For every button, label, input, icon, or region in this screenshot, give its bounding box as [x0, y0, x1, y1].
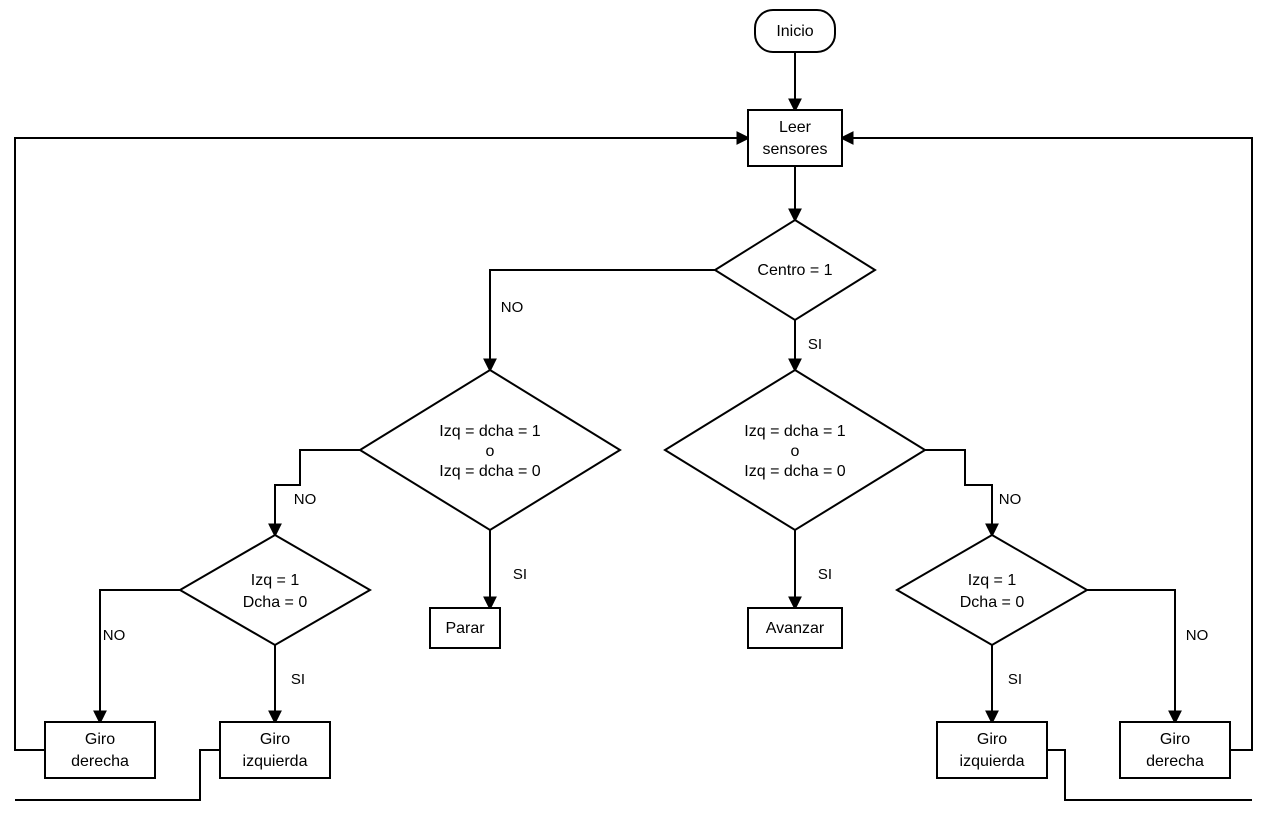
- edge-label-3: NO: [501, 299, 524, 316]
- edge-label-6: SI: [818, 566, 832, 583]
- svg-text:Avanzar: Avanzar: [766, 620, 825, 637]
- svg-text:o: o: [791, 443, 800, 460]
- node-giro_der_r: Giro derecha: [1120, 722, 1230, 778]
- edge-5: [275, 450, 360, 535]
- edge-9: [100, 590, 180, 722]
- node-avanzar: Avanzar: [748, 608, 842, 648]
- node-giro_der_l: Giro derecha: [45, 722, 155, 778]
- svg-text:Izq = dcha = 1: Izq = dcha = 1: [439, 423, 541, 440]
- svg-text:Inicio: Inicio: [776, 23, 813, 40]
- node-d_left2: Izq = 1 Dcha = 0: [180, 535, 370, 645]
- node-giro_izq_l: Giro izquierda: [220, 722, 330, 778]
- node-inicio: Inicio: [755, 10, 835, 52]
- edge-3: [490, 270, 715, 370]
- svg-text:Izq = dcha = 0: Izq = dcha = 0: [439, 463, 541, 480]
- edge-label-5: NO: [294, 491, 317, 508]
- node-parar: Parar: [430, 608, 500, 648]
- svg-text:Leer: Leer: [779, 119, 812, 136]
- svg-text:Giro: Giro: [977, 731, 1007, 748]
- node-leer: Leer sensores: [748, 110, 842, 166]
- nodes-layer: Inicio Leer sensores Centro = 1 Izq = dcha =…: [45, 10, 1230, 778]
- edge-7: [925, 450, 992, 535]
- svg-text:derecha: derecha: [71, 753, 129, 770]
- node-centro: Centro = 1: [715, 220, 875, 320]
- node-d_left: Izq = dcha = 1 o Izq = dcha = 0: [360, 370, 620, 530]
- svg-text:Izq = 1: Izq = 1: [968, 572, 1017, 589]
- edge-label-9: NO: [103, 627, 126, 644]
- svg-text:Izq = dcha = 1: Izq = dcha = 1: [744, 423, 846, 440]
- svg-text:sensores: sensores: [763, 141, 828, 158]
- svg-text:Izq = dcha = 0: Izq = dcha = 0: [744, 463, 846, 480]
- svg-text:izquierda: izquierda: [243, 753, 308, 770]
- edge-label-2: SI: [808, 336, 822, 353]
- svg-text:Centro = 1: Centro = 1: [757, 262, 832, 279]
- svg-text:Parar: Parar: [445, 620, 485, 637]
- flowchart-canvas: Inicio Leer sensores Centro = 1 Izq = dcha =…: [0, 0, 1268, 830]
- edge-label-11: NO: [1186, 627, 1209, 644]
- edge-label-4: SI: [513, 566, 527, 583]
- svg-text:derecha: derecha: [1146, 753, 1204, 770]
- svg-text:Giro: Giro: [1160, 731, 1190, 748]
- edge-label-8: SI: [291, 671, 305, 688]
- svg-text:izquierda: izquierda: [960, 753, 1025, 770]
- svg-text:Dcha = 0: Dcha = 0: [243, 594, 308, 611]
- edge-label-7: NO: [999, 491, 1022, 508]
- svg-text:Dcha = 0: Dcha = 0: [960, 594, 1025, 611]
- edge-11: [1087, 590, 1175, 722]
- edge-label-10: SI: [1008, 671, 1022, 688]
- node-giro_izq_r: Giro izquierda: [937, 722, 1047, 778]
- svg-text:Giro: Giro: [260, 731, 290, 748]
- svg-text:o: o: [486, 443, 495, 460]
- svg-text:Giro: Giro: [85, 731, 115, 748]
- svg-text:Izq = 1: Izq = 1: [251, 572, 300, 589]
- edges-layer: [15, 52, 1252, 800]
- node-d_right: Izq = dcha = 1 o Izq = dcha = 0: [665, 370, 925, 530]
- node-d_right2: Izq = 1 Dcha = 0: [897, 535, 1087, 645]
